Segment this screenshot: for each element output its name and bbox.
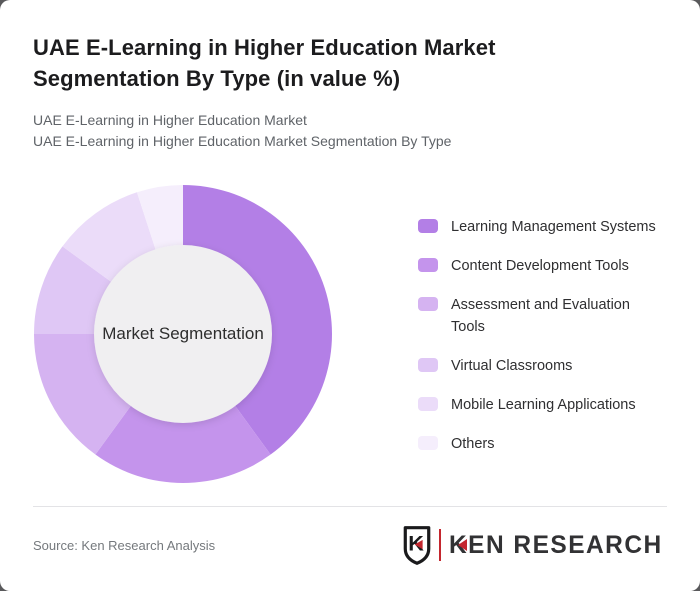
ken-research-shield-icon: K bbox=[403, 526, 431, 565]
wordmark-red-arrow-icon bbox=[457, 539, 467, 551]
page-title: UAE E-Learning in Higher Education Marke… bbox=[33, 35, 496, 91]
subtitle-line-1: UAE E-Learning in Higher Education Marke… bbox=[33, 112, 307, 128]
legend-swatch bbox=[418, 436, 438, 450]
legend-label: Assessment and Evaluation Tools bbox=[451, 297, 630, 335]
footer-divider bbox=[33, 506, 667, 507]
legend-item: Learning Management Systems bbox=[418, 216, 667, 238]
legend-swatch bbox=[418, 297, 438, 311]
legend-swatch bbox=[418, 258, 438, 272]
source-text: Source: Ken Research Analysis bbox=[33, 537, 216, 553]
donut-center-label: Market Segmentation bbox=[102, 324, 264, 343]
logo-wordmark: KEN RESEARCH bbox=[448, 530, 663, 559]
legend-item: Others bbox=[418, 433, 667, 455]
legend-label: Virtual Classrooms bbox=[451, 358, 573, 374]
donut-svg bbox=[34, 185, 332, 483]
legend-item: Assessment and Evaluation Tools bbox=[418, 294, 667, 338]
legend-swatch bbox=[418, 397, 438, 411]
donut-chart: Market Segmentation bbox=[33, 184, 333, 484]
legend-label: Content Development Tools bbox=[451, 258, 629, 274]
legend-swatch bbox=[418, 358, 438, 372]
footer: Source: Ken Research Analysis K KEN RESE… bbox=[33, 507, 667, 565]
donut-hole bbox=[94, 245, 272, 423]
ken-research-logo: K KEN RESEARCH bbox=[402, 525, 667, 565]
legend-item: Virtual Classrooms bbox=[418, 355, 667, 377]
logo-divider-bar bbox=[438, 529, 441, 561]
legend-item: Content Development Tools bbox=[418, 255, 667, 277]
legend-label: Learning Management Systems bbox=[451, 219, 656, 235]
subtitle-line-2: UAE E-Learning in Higher Education Marke… bbox=[33, 133, 452, 149]
legend-label: Others bbox=[451, 436, 495, 452]
shield-letter: K bbox=[408, 531, 424, 556]
legend-item: Mobile Learning Applications bbox=[418, 394, 667, 416]
chart-area: Market Segmentation Learning Management … bbox=[33, 184, 667, 484]
logo-wordmark-wrap: KEN RESEARCH bbox=[449, 531, 667, 560]
chart-legend: Learning Management Systems Content Devel… bbox=[418, 184, 667, 472]
legend-swatch bbox=[418, 219, 438, 233]
shield-red-arrow-icon bbox=[414, 539, 423, 550]
subtitle-block: UAE E-Learning in Higher Education Marke… bbox=[33, 110, 667, 152]
legend-label: Mobile Learning Applications bbox=[451, 397, 636, 413]
